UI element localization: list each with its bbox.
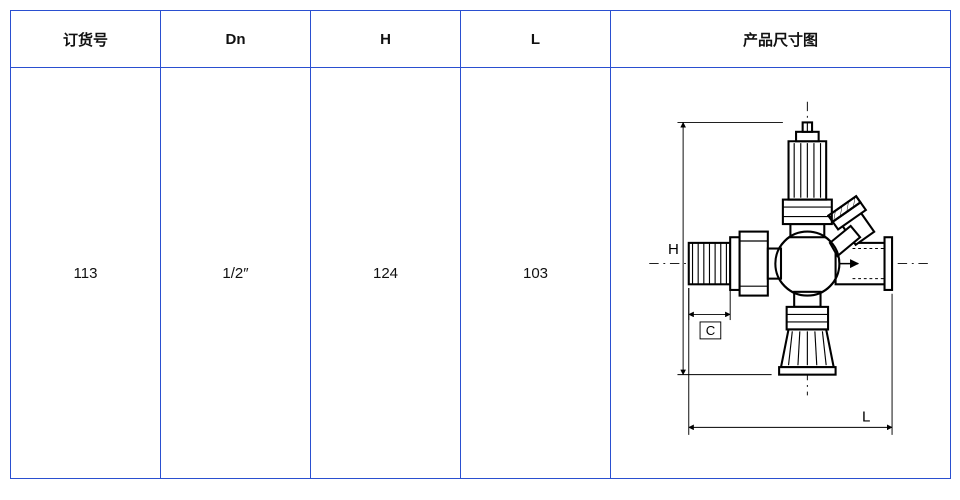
header-order: 订货号 <box>11 11 161 68</box>
cell-l: 103 <box>461 68 611 479</box>
header-h: H <box>311 11 461 68</box>
spec-table: 订货号 Dn H L 产品尺寸图 113 1/2″ 124 103 <box>10 10 951 479</box>
header-row: 订货号 Dn H L 产品尺寸图 <box>11 11 951 68</box>
header-l: L <box>461 11 611 68</box>
header-dn: Dn <box>161 11 311 68</box>
data-row: 113 1/2″ 124 103 <box>11 68 951 479</box>
cell-dn: 1/2″ <box>161 68 311 479</box>
cell-h: 124 <box>311 68 461 479</box>
header-figure: 产品尺寸图 <box>611 11 951 68</box>
dim-label-l: L <box>861 409 869 426</box>
cell-figure: H C <box>611 68 951 479</box>
dim-label-c: C <box>705 323 715 338</box>
product-dimension-drawing: H C <box>621 78 941 468</box>
dim-label-h: H <box>668 241 679 258</box>
cell-order: 113 <box>11 68 161 479</box>
